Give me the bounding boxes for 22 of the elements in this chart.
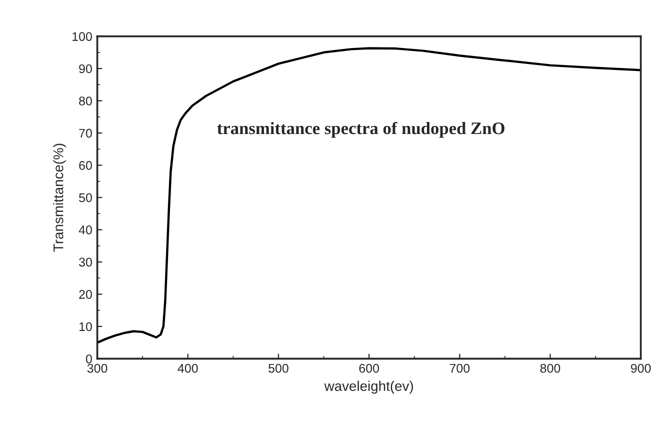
y-tick-label: 60 bbox=[79, 161, 92, 170]
x-tick-label: 400 bbox=[178, 364, 198, 373]
line-series bbox=[97, 47, 641, 344]
x-tick-label: 900 bbox=[630, 364, 651, 373]
x-tick-label: 300 bbox=[87, 364, 108, 373]
y-tick-label: 20 bbox=[79, 290, 92, 299]
x-tick-label: 800 bbox=[540, 364, 560, 373]
y-tick-label: 90 bbox=[79, 64, 92, 74]
y-tick-label: 70 bbox=[79, 128, 92, 138]
x-axis-title: waveleight(ev) bbox=[324, 380, 413, 394]
y-tick-label: 80 bbox=[79, 96, 92, 106]
y-tick-label: 40 bbox=[78, 226, 92, 234]
y-axis-title: Transmittance(%) bbox=[53, 144, 66, 252]
annotation: transmittance spectra of nudoped ZnO bbox=[217, 122, 504, 138]
x-tick-label: 600 bbox=[359, 364, 379, 373]
y-tick-label: 0 bbox=[86, 354, 92, 364]
y-tick-label: 100 bbox=[72, 32, 92, 41]
x-tick-label: 500 bbox=[268, 364, 288, 373]
y-tick-label: 10 bbox=[79, 322, 92, 332]
x-tick-label: 700 bbox=[450, 364, 470, 373]
y-tick-label: 50 bbox=[79, 193, 92, 202]
y-tick-label: 30 bbox=[79, 258, 92, 267]
